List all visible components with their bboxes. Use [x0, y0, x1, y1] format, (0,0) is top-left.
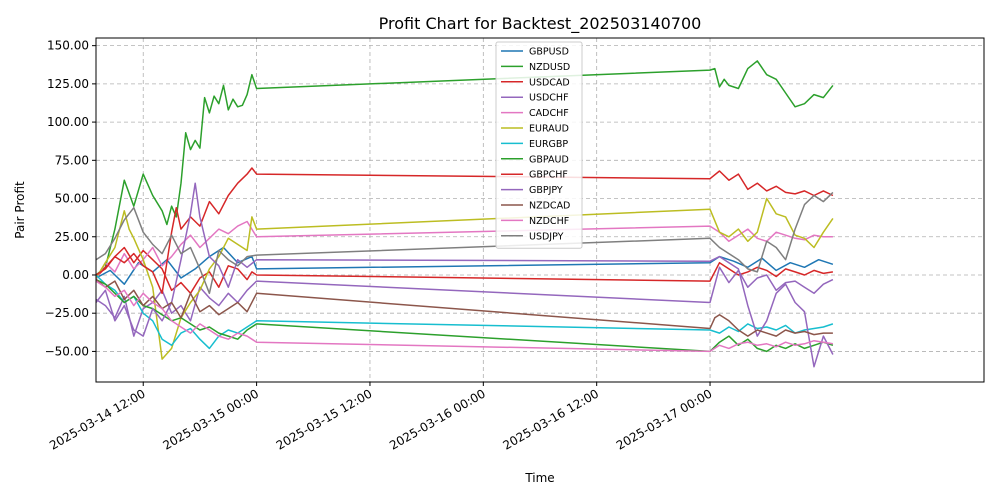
series-line-nzdchf [95, 280, 834, 353]
legend-label-eurgbp: EURGBP [529, 139, 568, 150]
x-axis: 2025-03-14 12:00 2025-03-15 00:00 2025-03-… [47, 382, 715, 453]
legend-label-nzdchf: NZDCHF [529, 216, 569, 227]
y-tick-label: 0.00 [62, 268, 89, 282]
x-tick-label: 2025-03-14 12:00 [47, 386, 148, 452]
legend-label-usdjpy: USDJPY [529, 231, 564, 242]
x-tick-label: 2025-03-17 00:00 [614, 386, 715, 452]
legend-label-gbpjpy: GBPJPY [529, 185, 563, 196]
legend-label-gbpaud: GBPAUD [529, 154, 569, 165]
y-axis: −50.00 −25.00 0.00 25.00 50.00 75.00 100.00 125… [45, 39, 96, 358]
x-tick-label: 2025-03-16 12:00 [501, 386, 602, 452]
chart-title: Profit Chart for Backtest_202503140700 [379, 14, 702, 34]
y-tick-label: −25.00 [45, 306, 89, 320]
series-line-eurgbp [95, 274, 834, 350]
series-line-nzdcad [95, 279, 833, 337]
series-line-nzdusd [95, 60, 834, 276]
y-tick-label: 125.00 [47, 77, 89, 91]
series-layer [95, 60, 834, 368]
legend-label-nzdcad: NZDCAD [529, 201, 570, 212]
series-line-cadchf [95, 220, 833, 280]
series-line-usdchf [95, 266, 834, 337]
legend-label-gbpchf: GBPCHF [529, 170, 568, 181]
series-line-gbpchf [95, 167, 834, 295]
legend-label-cadchf: CADCHF [529, 108, 569, 119]
y-tick-label: 75.00 [55, 153, 89, 167]
series-line-usdjpy [95, 191, 834, 295]
y-tick-label: 50.00 [55, 192, 89, 206]
y-tick-label: −50.00 [45, 344, 89, 358]
series-line-euraud [95, 197, 834, 360]
legend-label-nzdusd: NZDUSD [529, 62, 570, 73]
x-axis-label: Time [524, 471, 554, 485]
x-tick-label: 2025-03-15 12:00 [274, 386, 375, 452]
y-tick-label: 100.00 [47, 115, 89, 129]
x-tick-label: 2025-03-16 00:00 [387, 386, 488, 452]
legend-label-gbpusd: GBPUSD [529, 47, 569, 58]
y-tick-label: 150.00 [47, 39, 89, 53]
x-tick-label: 2025-03-15 00:00 [160, 386, 261, 452]
y-tick-label: 25.00 [55, 230, 89, 244]
series-line-gbpusd [95, 246, 834, 285]
series-line-gbpjpy [95, 182, 834, 368]
legend-label-usdchf: USDCHF [529, 93, 569, 104]
plot-frame [95, 37, 985, 383]
legend: GBPUSD NZDUSD USDCAD USDCHF CADCHF EURAUD EURG… [495, 41, 583, 249]
y-axis-label: Pair Profit [13, 181, 27, 239]
legend-label-usdcad: USDCAD [529, 77, 570, 88]
legend-label-euraud: EURAUD [529, 124, 569, 135]
legend-box [495, 41, 583, 249]
series-line-usdcad [95, 246, 834, 295]
